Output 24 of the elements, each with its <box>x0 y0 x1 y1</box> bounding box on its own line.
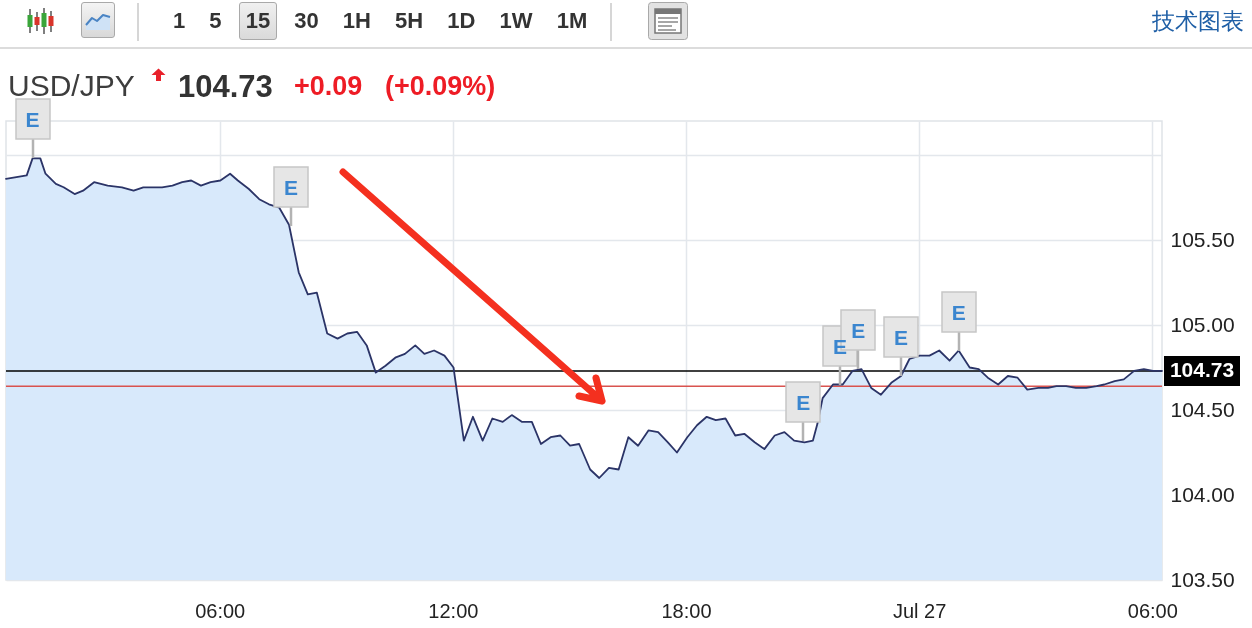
text: (+0.09%) <box>385 70 496 101</box>
y-tick-label: 103.50 <box>1170 567 1235 591</box>
text: +0.09 <box>294 70 363 101</box>
y-tick-label: 105.50 <box>1170 227 1235 251</box>
ref-line-label: 104.73 <box>1169 357 1235 381</box>
annotation: E <box>283 175 298 199</box>
chart-title: USD/JPY <box>8 69 135 102</box>
annotation: E <box>951 300 966 323</box>
annotation: E <box>25 107 40 131</box>
annotation: E <box>796 390 811 414</box>
y-tick-label: 104.50 <box>1170 397 1235 421</box>
text: 104.73 <box>178 68 273 104</box>
x-tick-label: 12:00 <box>428 599 479 622</box>
x-tick-label: Jul 27 <box>892 599 947 622</box>
x-tick-label: 18:00 <box>661 599 712 622</box>
annotation: E <box>893 325 909 349</box>
y-tick-label: 104.00 <box>1170 482 1235 506</box>
text: 1 5 15 30 1H 5H 1D 1W 1M <box>173 8 588 33</box>
y-tick-label: 105.00 <box>1170 312 1235 336</box>
text: 技术图表 <box>1152 7 1244 34</box>
annotation: E <box>833 334 848 357</box>
x-tick-label: 06:00 <box>195 599 246 622</box>
x-tick-label: 06:00 <box>1127 599 1178 622</box>
annotation: E <box>851 318 866 342</box>
